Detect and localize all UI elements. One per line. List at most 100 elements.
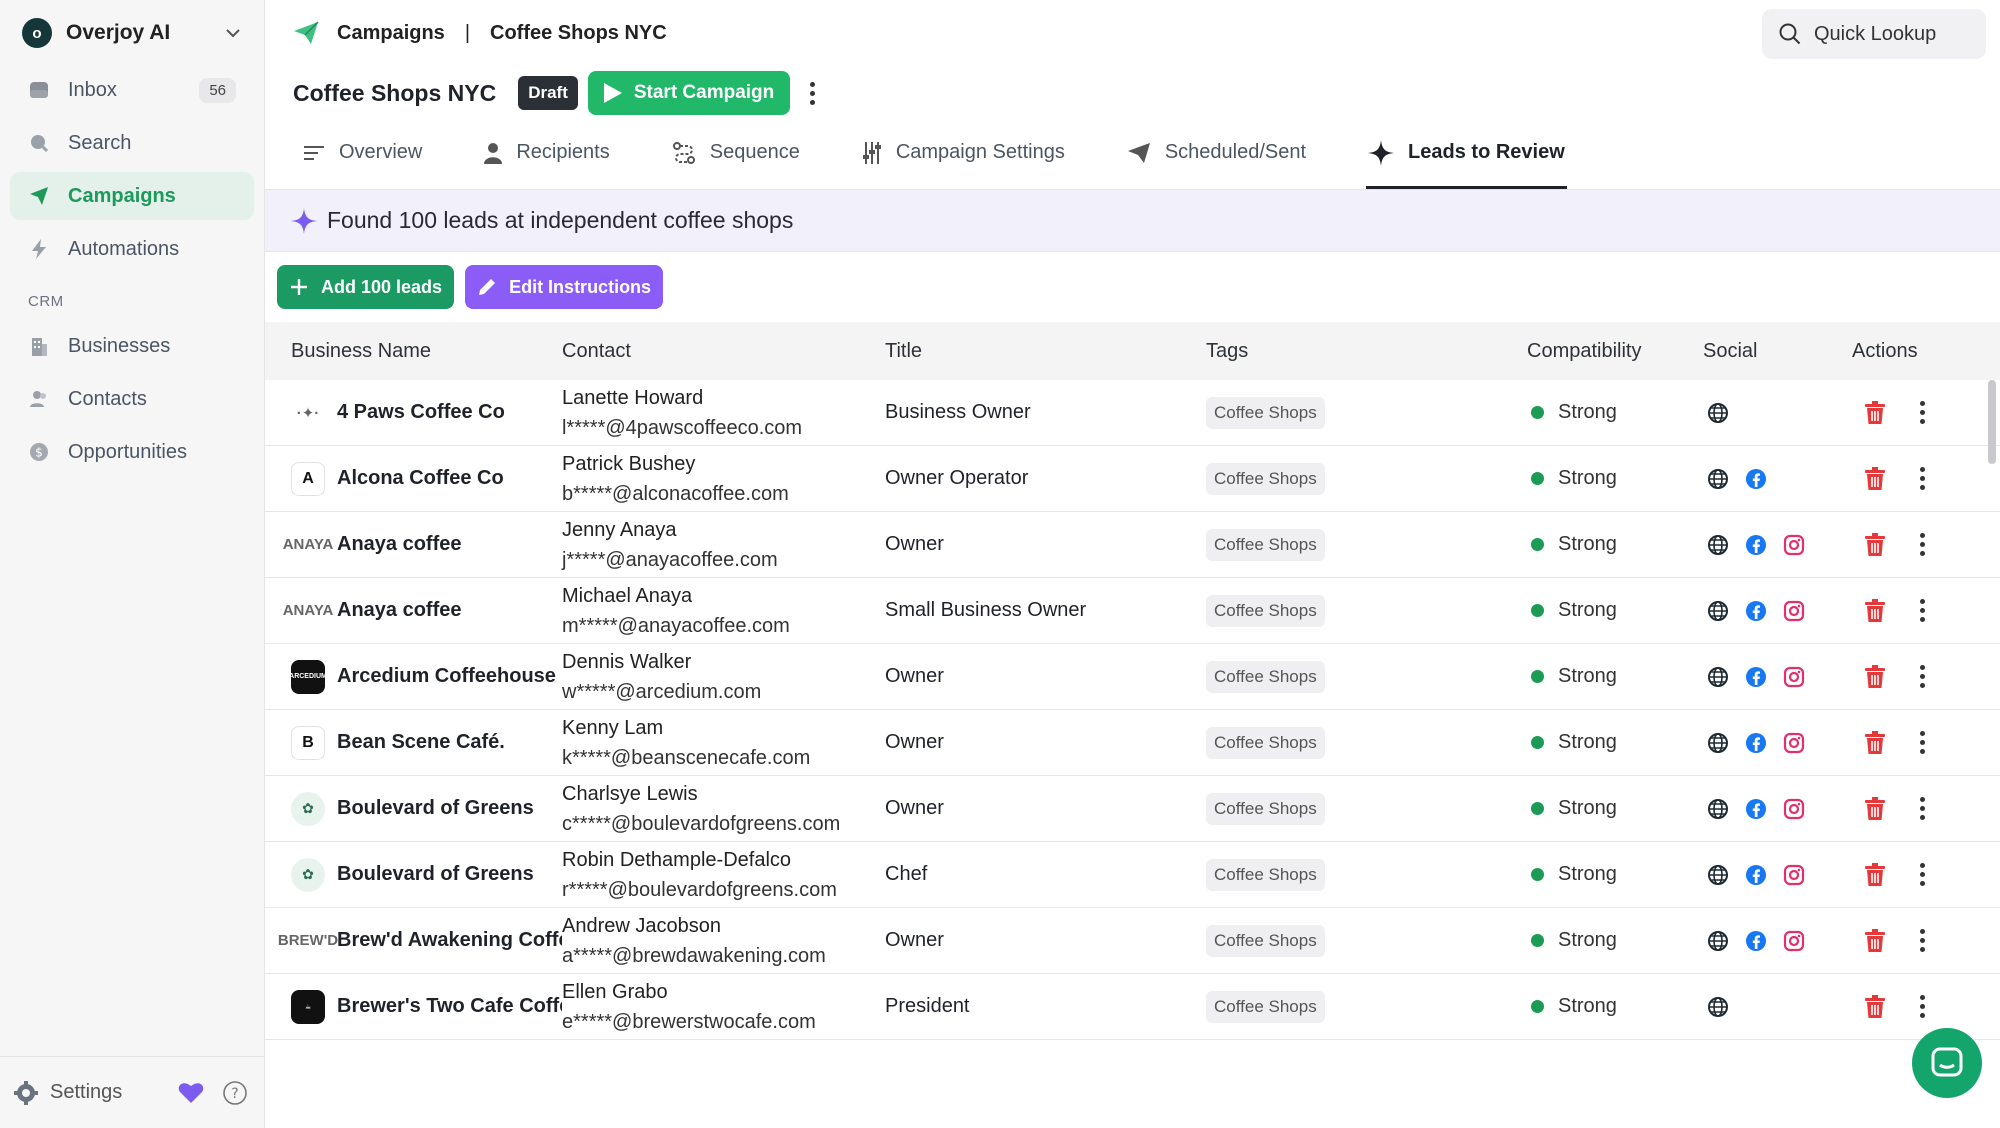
- instagram-icon[interactable]: [1783, 534, 1805, 556]
- table-row[interactable]: ✿ Boulevard of Greens Charlsye Lewis c**…: [265, 776, 2000, 842]
- trash-icon[interactable]: [1864, 862, 1886, 887]
- sidebar-item-contacts[interactable]: Contacts: [10, 375, 254, 423]
- quick-lookup-button[interactable]: Quick Lookup: [1762, 9, 1986, 59]
- facebook-icon[interactable]: [1745, 864, 1767, 886]
- actions-cell: [1850, 730, 2000, 755]
- header-business[interactable]: Business Name: [291, 339, 432, 362]
- header-tags[interactable]: Tags: [1206, 339, 1249, 362]
- tab-sequence[interactable]: Sequence: [670, 119, 802, 189]
- start-campaign-button[interactable]: Start Campaign: [587, 71, 791, 115]
- tab-leads-to-review[interactable]: Leads to Review: [1366, 119, 1567, 189]
- row-more-menu[interactable]: [1920, 731, 1925, 754]
- business-name[interactable]: Anaya coffee: [337, 599, 462, 621]
- trash-icon[interactable]: [1864, 796, 1886, 821]
- sidebar-item-campaigns[interactable]: Campaigns: [10, 172, 254, 220]
- business-name[interactable]: 4 Paws Coffee Co: [337, 401, 505, 423]
- row-more-menu[interactable]: [1920, 401, 1925, 424]
- facebook-icon[interactable]: [1745, 732, 1767, 754]
- breadcrumb-campaigns[interactable]: Campaigns: [337, 21, 445, 44]
- sidebar-item-search[interactable]: Search: [10, 119, 254, 167]
- trash-icon[interactable]: [1864, 730, 1886, 755]
- globe-icon[interactable]: [1707, 864, 1729, 886]
- sidebar-item-inbox[interactable]: Inbox 56: [10, 66, 254, 114]
- contact-email: b*****@alconacoffee.com: [562, 482, 789, 505]
- sidebar-item-opportunities[interactable]: $ Opportunities: [10, 428, 254, 476]
- heart-icon[interactable]: [178, 1081, 204, 1105]
- settings-link[interactable]: Settings: [50, 1081, 123, 1103]
- tab-overview[interactable]: Overview: [301, 119, 424, 189]
- header-compatibility[interactable]: Compatibility: [1527, 339, 1642, 362]
- business-name[interactable]: Bean Scene Café.: [337, 731, 505, 753]
- table-row[interactable]: ANAYA Anaya coffee Michael Anaya m*****@…: [265, 578, 2000, 644]
- row-more-menu[interactable]: [1920, 929, 1925, 952]
- business-name[interactable]: Brew'd Awakening Coffe..: [337, 929, 562, 951]
- header-contact[interactable]: Contact: [562, 339, 631, 362]
- globe-icon[interactable]: [1707, 798, 1729, 820]
- facebook-icon[interactable]: [1745, 468, 1767, 490]
- table-row[interactable]: ANAYA Anaya coffee Jenny Anaya j*****@an…: [265, 512, 2000, 578]
- edit-instructions-button[interactable]: Edit Instructions: [465, 265, 664, 309]
- scrollbar-thumb[interactable]: [1988, 380, 1996, 464]
- facebook-icon[interactable]: [1745, 600, 1767, 622]
- trash-icon[interactable]: [1864, 664, 1886, 689]
- campaign-more-menu[interactable]: [810, 81, 816, 105]
- table-row[interactable]: BREW'D Brew'd Awakening Coffe.. Andrew J…: [265, 908, 2000, 974]
- globe-icon[interactable]: [1707, 468, 1729, 490]
- table-row[interactable]: ARCEDIUM Arcedium Coffeehouse Dennis Wal…: [265, 644, 2000, 710]
- tab-scheduled-sent[interactable]: Scheduled/Sent: [1125, 119, 1308, 189]
- table-row[interactable]: A Alcona Coffee Co Patrick Bushey b*****…: [265, 446, 2000, 512]
- compatibility-cell: Strong: [1527, 401, 1703, 424]
- sidebar-item-businesses[interactable]: Businesses: [10, 322, 254, 370]
- globe-icon[interactable]: [1707, 996, 1729, 1018]
- trash-icon[interactable]: [1864, 466, 1886, 491]
- sidebar-item-automations[interactable]: Automations: [10, 225, 254, 273]
- facebook-icon[interactable]: [1745, 798, 1767, 820]
- row-more-menu[interactable]: [1920, 533, 1925, 556]
- row-more-menu[interactable]: [1920, 665, 1925, 688]
- row-more-menu[interactable]: [1920, 467, 1925, 490]
- actions-cell: [1850, 796, 2000, 821]
- instagram-icon[interactable]: [1783, 600, 1805, 622]
- facebook-icon[interactable]: [1745, 534, 1767, 556]
- add-leads-button[interactable]: Add 100 leads: [277, 265, 455, 309]
- table-row[interactable]: ✿ Boulevard of Greens Robin Dethample-De…: [265, 842, 2000, 908]
- tab-campaign-settings[interactable]: Campaign Settings: [860, 119, 1067, 189]
- trash-icon[interactable]: [1864, 400, 1886, 425]
- trash-icon[interactable]: [1864, 532, 1886, 557]
- business-name[interactable]: Anaya coffee: [337, 533, 462, 555]
- facebook-icon[interactable]: [1745, 930, 1767, 952]
- trash-icon[interactable]: [1864, 994, 1886, 1019]
- instagram-icon[interactable]: [1783, 930, 1805, 952]
- business-name[interactable]: Boulevard of Greens: [337, 797, 534, 819]
- gear-icon[interactable]: [14, 1080, 38, 1105]
- trash-icon[interactable]: [1864, 598, 1886, 623]
- help-icon[interactable]: ?: [222, 1080, 248, 1106]
- instagram-icon[interactable]: [1783, 666, 1805, 688]
- instagram-icon[interactable]: [1783, 732, 1805, 754]
- globe-icon[interactable]: [1707, 666, 1729, 688]
- globe-icon[interactable]: [1707, 930, 1729, 952]
- workspace-switcher[interactable]: o Overjoy AI: [0, 0, 264, 66]
- row-more-menu[interactable]: [1920, 599, 1925, 622]
- globe-icon[interactable]: [1707, 534, 1729, 556]
- instagram-icon[interactable]: [1783, 798, 1805, 820]
- instagram-icon[interactable]: [1783, 864, 1805, 886]
- tab-recipients[interactable]: Recipients: [482, 119, 611, 189]
- facebook-icon[interactable]: [1745, 666, 1767, 688]
- table-row[interactable]: ☕ Brewer's Two Cafe Coffe.. Ellen Grabo …: [265, 974, 2000, 1040]
- globe-icon[interactable]: [1707, 600, 1729, 622]
- row-more-menu[interactable]: [1920, 863, 1925, 886]
- business-name[interactable]: Boulevard of Greens: [337, 863, 534, 885]
- trash-icon[interactable]: [1864, 928, 1886, 953]
- row-more-menu[interactable]: [1920, 995, 1925, 1018]
- chat-launcher-button[interactable]: [1912, 1028, 1982, 1098]
- globe-icon[interactable]: [1707, 732, 1729, 754]
- table-row[interactable]: ·✦· 4 Paws Coffee Co Lanette Howard l***…: [265, 380, 2000, 446]
- header-title[interactable]: Title: [885, 339, 923, 362]
- business-name[interactable]: Brewer's Two Cafe Coffe..: [337, 995, 562, 1017]
- globe-icon[interactable]: [1707, 402, 1729, 424]
- row-more-menu[interactable]: [1920, 797, 1925, 820]
- table-row[interactable]: B Bean Scene Café. Kenny Lam k*****@bean…: [265, 710, 2000, 776]
- business-name[interactable]: Alcona Coffee Co: [337, 467, 504, 489]
- business-name[interactable]: Arcedium Coffeehouse: [337, 665, 556, 687]
